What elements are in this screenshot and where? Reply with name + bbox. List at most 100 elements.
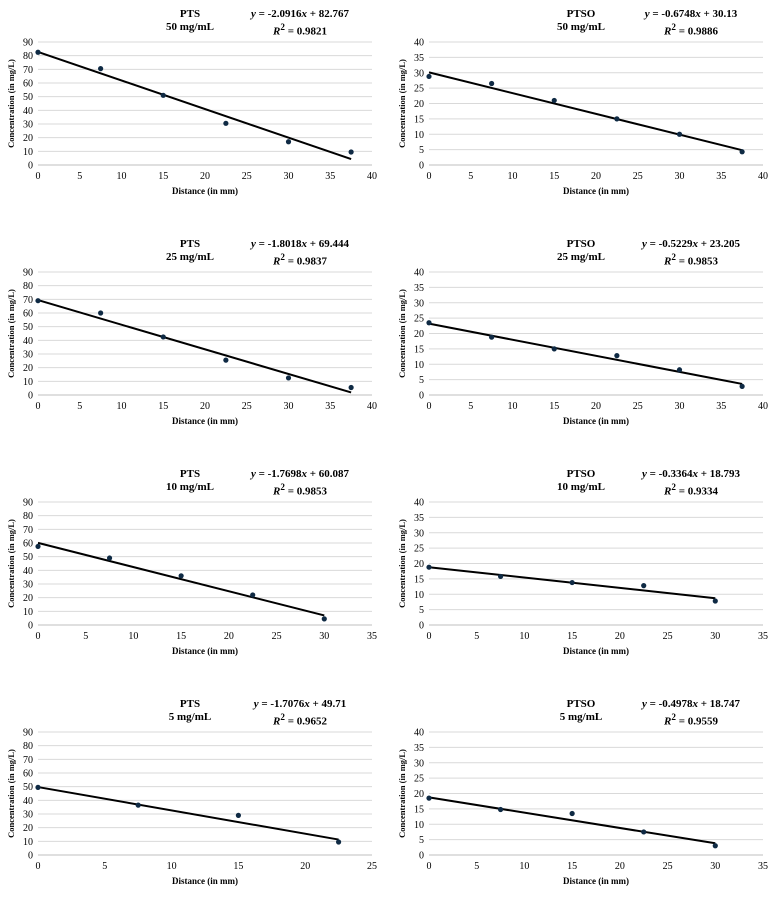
r-symbol: R [664, 25, 672, 38]
chart-title-concentration: 10 mg/mL [557, 481, 605, 493]
eq-x-symbol: x [301, 8, 308, 20]
y-tick-label: 20 [414, 99, 424, 110]
y-tick-label: 30 [23, 350, 33, 361]
x-tick-label: 20 [200, 171, 210, 182]
r-squared-exponent: 2 [671, 712, 676, 722]
data-point [321, 616, 327, 622]
x-axis-title: Distance (in mm) [563, 876, 629, 886]
data-point [178, 573, 184, 579]
trendline [428, 71, 743, 152]
data-point [160, 334, 166, 340]
y-tick-label: 50 [23, 322, 33, 333]
x-axis-title: Distance (in mm) [563, 186, 629, 196]
data-point [35, 543, 41, 550]
x-tick-label: 0 [427, 631, 432, 642]
y-tick-label: 5 [419, 835, 424, 846]
y-tick-label: 70 [23, 65, 33, 76]
y-tick-label: 40 [414, 498, 424, 509]
chart-panel-ptso-25: PTSO 25 mg/mL y = -0.5229x + 23.205 R2 =… [391, 230, 781, 452]
chart-title: PTS 25 mg/mL [130, 238, 250, 264]
x-tick-label: 5 [468, 401, 473, 412]
chart-title-name: PTSO [566, 698, 596, 710]
y-tick-label: 20 [23, 593, 33, 604]
data-point [285, 375, 292, 381]
data-point [35, 298, 41, 304]
chart-title: PTSO 50 mg/mL [521, 8, 641, 34]
data-point [250, 592, 256, 598]
y-tick-label: 15 [414, 804, 424, 815]
chart-title: PTS 5 mg/mL [130, 698, 250, 724]
y-axis-title: Concentration (in mg/L) [397, 519, 407, 608]
x-tick-label: 30 [710, 631, 720, 642]
y-tick-label: 80 [23, 51, 33, 62]
r-squared-value: = 0.9334 [675, 485, 718, 498]
x-tick-label: 5 [77, 401, 82, 412]
r-squared-value: = 0.9837 [284, 255, 327, 268]
trendline [37, 786, 339, 841]
x-tick-label: 15 [233, 861, 243, 872]
y-tick-label: 50 [23, 782, 33, 793]
data-point [98, 66, 104, 72]
x-tick-label: 15 [549, 401, 559, 412]
y-tick-label: 10 [414, 820, 424, 831]
y-tick-label: 0 [28, 851, 33, 862]
y-tick-label: 80 [23, 281, 33, 292]
x-tick-label: 30 [710, 861, 720, 872]
y-tick-label: 10 [414, 590, 424, 601]
y-tick-label: 0 [419, 621, 424, 632]
y-tick-label: 25 [414, 84, 424, 95]
r-symbol: R [273, 485, 281, 498]
y-tick-label: 25 [414, 544, 424, 555]
r-squared-exponent: 2 [280, 482, 285, 492]
x-tick-label: 35 [325, 401, 335, 412]
r-symbol: R [273, 25, 281, 38]
x-tick-label: 10 [519, 631, 529, 642]
x-tick-label: 15 [158, 401, 168, 412]
trendline [37, 299, 352, 394]
x-tick-label: 0 [36, 631, 41, 642]
r-squared-value: = 0.9853 [675, 255, 718, 268]
y-tick-label: 50 [23, 552, 33, 563]
data-point [223, 357, 229, 363]
r-symbol: R [273, 715, 281, 728]
data-point [641, 583, 647, 589]
r-squared-value: = 0.9853 [284, 485, 327, 498]
x-tick-label: 30 [284, 401, 294, 412]
data-point [569, 810, 575, 817]
chart-title: PTS 10 mg/mL [130, 468, 250, 494]
eq-intercept: + 49.71 [309, 698, 347, 710]
y-tick-label: 70 [23, 755, 33, 766]
chart-panel-ptso-50: PTSO 50 mg/mL y = -0.6748x + 30.13 R2 = … [391, 0, 781, 222]
r-symbol: R [273, 255, 281, 268]
y-tick-label: 35 [414, 513, 424, 524]
y-tick-label: 70 [23, 525, 33, 536]
eq-intercept: + 30.13 [700, 8, 738, 20]
y-tick-label: 5 [419, 375, 424, 386]
x-tick-label: 20 [300, 861, 310, 872]
x-tick-label: 15 [567, 631, 577, 642]
data-point [426, 564, 432, 570]
chart-title-concentration: 25 mg/mL [166, 251, 214, 263]
y-tick-label: 5 [419, 145, 424, 156]
data-point [712, 598, 718, 604]
x-tick-label: 10 [117, 171, 127, 182]
y-tick-label: 0 [28, 161, 33, 172]
x-tick-label: 15 [567, 861, 577, 872]
x-tick-label: 40 [758, 401, 768, 412]
y-tick-label: 30 [23, 810, 33, 821]
scatter-plot: 0 5 10 15 20 25 30 35 40 0 5 10 15 20 25 30 35 40 Distance… [397, 268, 768, 427]
x-tick-label: 0 [36, 401, 41, 412]
y-tick-label: 40 [23, 336, 33, 347]
scatter-plot: 0 5 10 15 20 25 30 35 40 0 5 10 15 20 25 30 35 40 Distance… [397, 38, 768, 197]
x-tick-label: 25 [663, 631, 673, 642]
eq-y-symbol: y [250, 468, 256, 480]
regression-equation: y = -1.7076x + 49.71 R2 = 0.9652 [225, 698, 375, 729]
y-tick-label: 80 [23, 511, 33, 522]
x-tick-label: 35 [758, 631, 768, 642]
regression-equation: y = -0.4978x + 18.747 R2 = 0.9559 [616, 698, 766, 729]
x-tick-label: 10 [519, 861, 529, 872]
chart-panel-ptso-10: PTSO 10 mg/mL y = -0.3364x + 18.793 R2 =… [391, 460, 781, 682]
eq-intercept: + 69.444 [307, 238, 350, 250]
y-tick-label: 30 [414, 758, 424, 769]
scatter-plot: 0 5 10 15 20 25 30 35 40 0 5 10 15 20 25 30 35 Distance (… [397, 728, 768, 887]
